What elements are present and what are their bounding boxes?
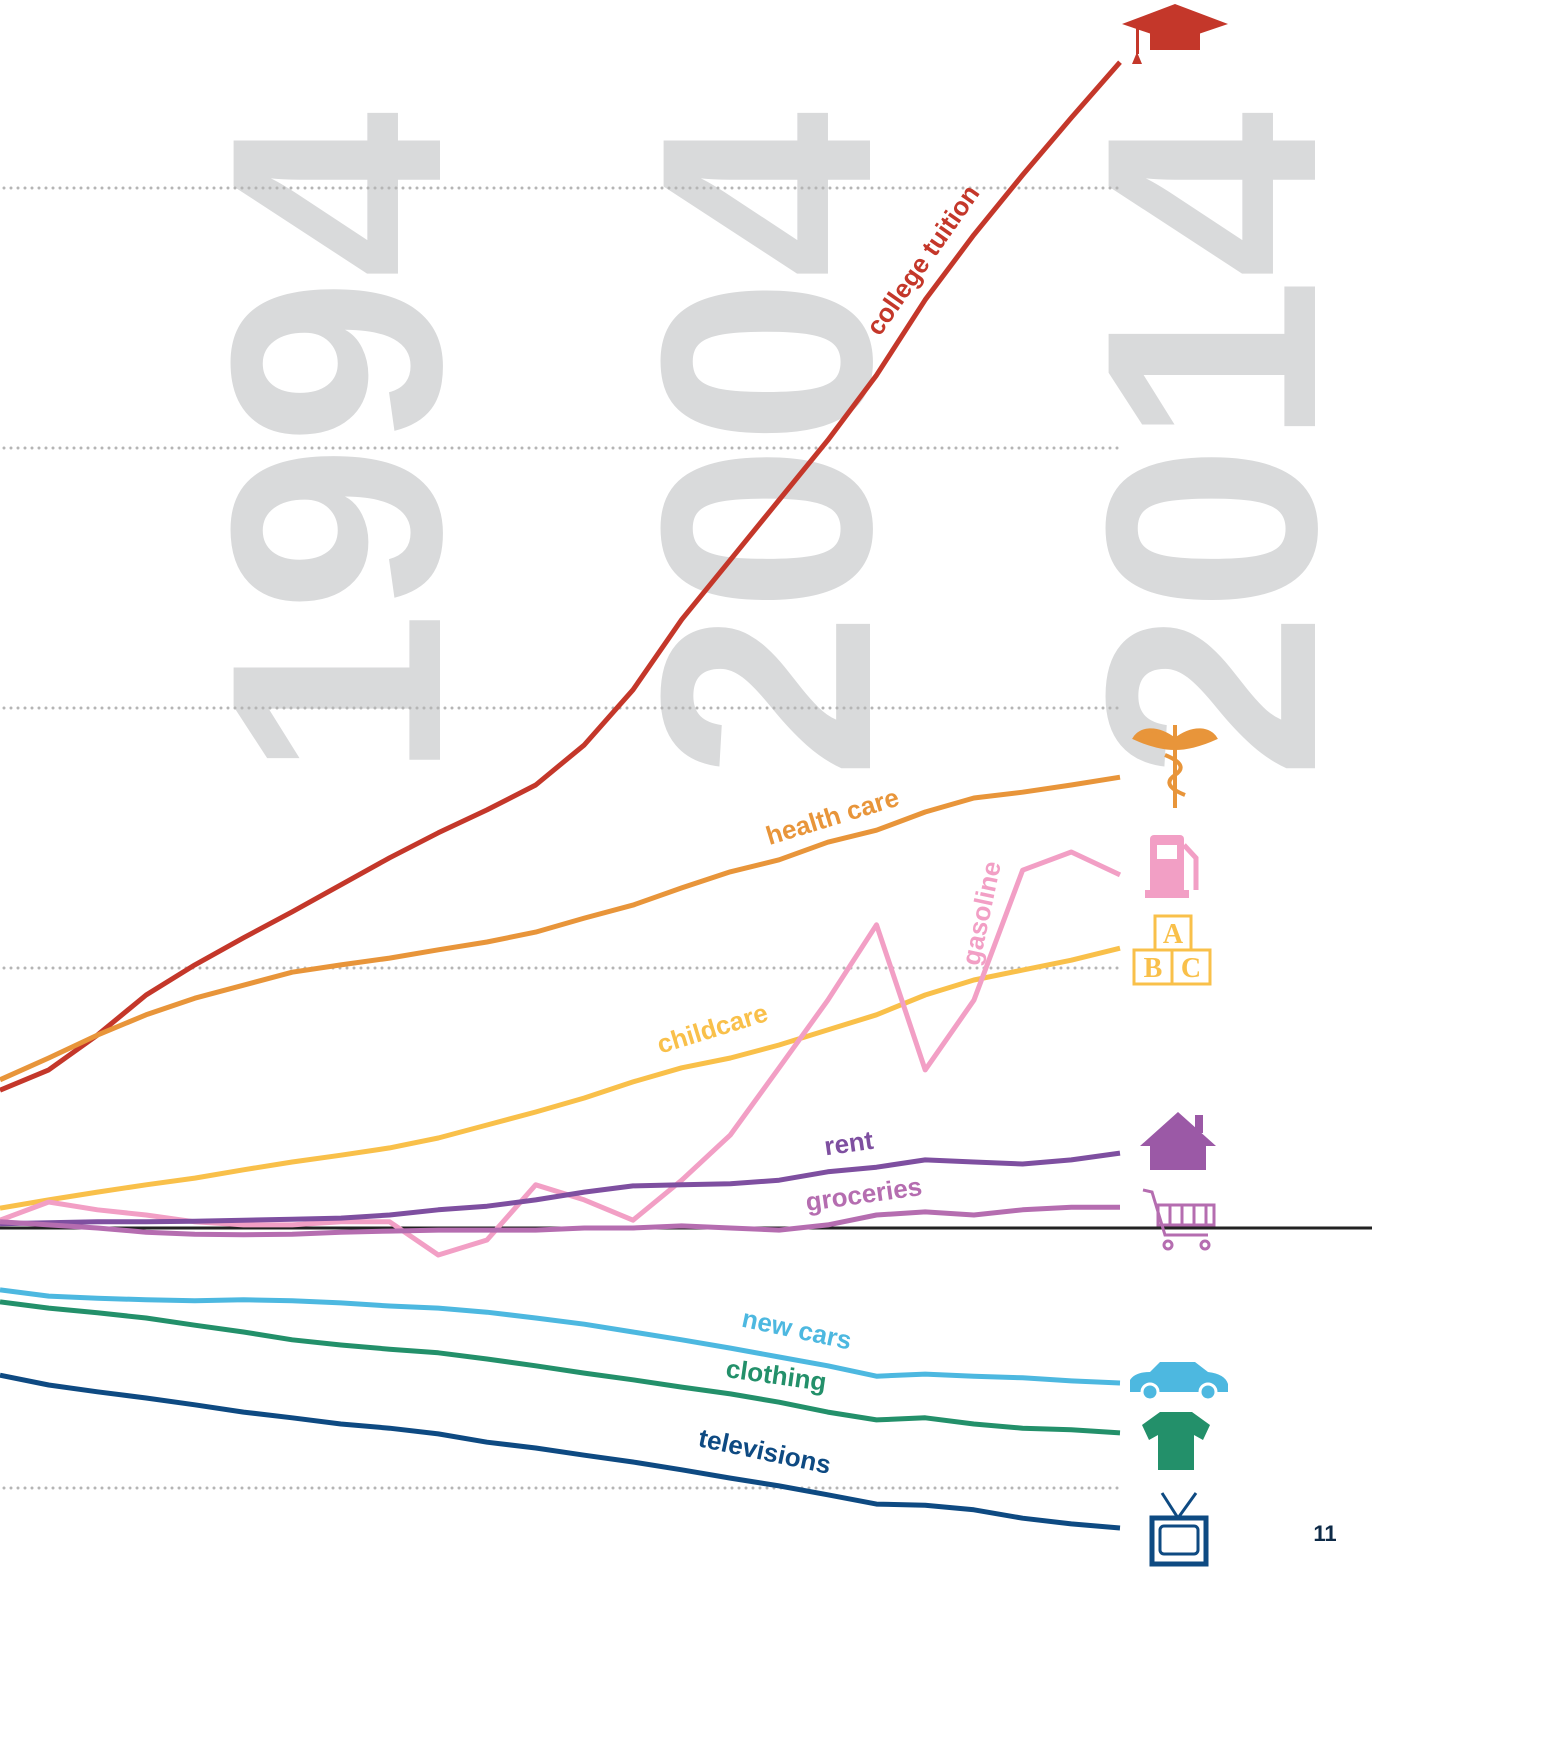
series-line	[0, 1299, 1121, 1436]
series-label: rent	[822, 1125, 875, 1162]
year-annotation: 1994	[168, 109, 504, 778]
icon-cart	[1142, 1188, 1216, 1251]
series-line	[0, 1372, 1121, 1531]
series-label: clothing	[724, 1353, 828, 1397]
series-line	[0, 1150, 1121, 1227]
series-line	[0, 1204, 1120, 1238]
series-label: gasoline	[956, 858, 1007, 967]
series-label: groceries	[804, 1171, 924, 1217]
icon-cap	[1122, 4, 1228, 64]
series-label: new cars	[739, 1303, 854, 1355]
year-annotation: 2004	[598, 109, 934, 778]
icon-gas-pump	[1145, 835, 1199, 898]
series-line	[0, 1287, 1121, 1386]
block-letter: C	[1181, 953, 1201, 984]
icon-house	[1140, 1112, 1216, 1170]
icon-tv	[1149, 1492, 1209, 1567]
series-label: televisions	[696, 1423, 834, 1480]
icon-car	[1130, 1362, 1228, 1402]
year-labels: 1994 2004 2014	[168, 109, 1379, 778]
icon-shirt	[1142, 1412, 1210, 1470]
series-line	[0, 774, 1121, 1083]
lines	[0, 60, 1122, 1531]
series-line	[0, 945, 1121, 1211]
block-letter: B	[1144, 953, 1163, 984]
icon-caduceus	[1132, 725, 1218, 808]
icons: A B C	[1122, 4, 1228, 1567]
icon-blocks	[1132, 914, 1212, 986]
block-letter: A	[1163, 919, 1184, 950]
year-annotation: 2014	[1043, 109, 1379, 778]
series-line	[0, 60, 1122, 1093]
page-number: 11	[1313, 1521, 1336, 1546]
